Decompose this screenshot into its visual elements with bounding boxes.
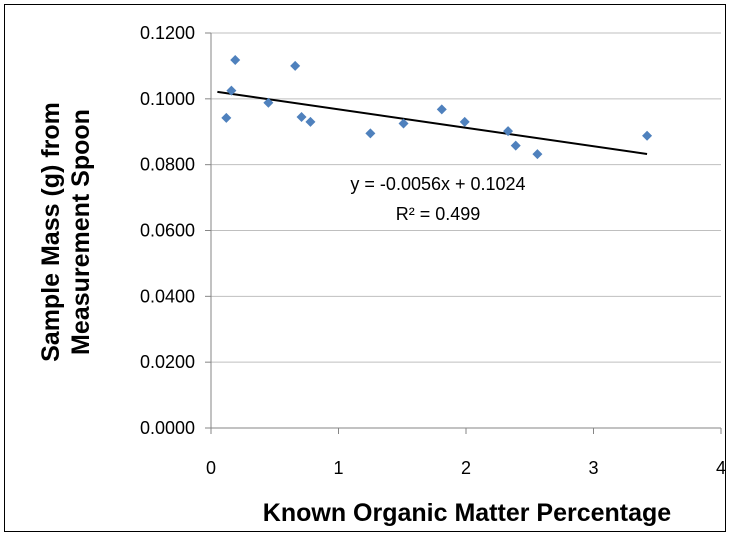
data-point (510, 140, 521, 151)
trendline-equation: y = -0.0056x + 0.1024 (350, 174, 525, 194)
y-tick-label: 0.1200 (140, 23, 195, 43)
y-tick-label: 0.0800 (140, 155, 195, 175)
y-axis-ticks: 0.0000 0.0200 0.0400 0.0600 0.0800 0.1000 0.12… (140, 23, 211, 438)
y-axis-title-line-1: Sample Mass (g) from (37, 102, 65, 362)
chart-frame: 0.0000 0.0200 0.0400 0.0600 0.0800 0.1000 0.12… (4, 4, 726, 532)
y-tick-label: 0.0200 (140, 352, 195, 372)
x-tick-label: 1 (333, 458, 343, 478)
x-axis-ticks: 0 1 2 3 4 (206, 428, 726, 478)
x-tick-label: 3 (588, 458, 598, 478)
scatter-chart: 0.0000 0.0200 0.0400 0.0600 0.0800 0.1000 0.12… (37, 23, 726, 527)
data-points (221, 54, 653, 160)
y-tick-label: 0.0400 (140, 286, 195, 306)
data-point (459, 116, 470, 127)
data-point (296, 111, 307, 122)
data-point (226, 85, 237, 96)
data-point (398, 118, 409, 129)
y-tick-label: 0.0000 (140, 418, 195, 438)
linear-trendline (217, 90, 648, 155)
data-point (532, 149, 543, 160)
data-point (365, 128, 376, 139)
data-point (221, 112, 232, 123)
data-point (642, 130, 653, 141)
data-point (290, 60, 301, 71)
data-point (436, 104, 447, 115)
grid-lines (210, 32, 721, 429)
data-point (230, 54, 241, 65)
x-tick-label: 4 (716, 458, 726, 478)
data-point (263, 97, 274, 108)
y-tick-label: 0.1000 (140, 89, 195, 109)
y-tick-label: 0.0600 (140, 221, 195, 241)
x-tick-label: 0 (206, 458, 216, 478)
x-axis-title: Known Organic Matter Percentage (263, 499, 672, 527)
r-squared-label: R² = 0.499 (396, 204, 481, 224)
y-axis-title-line-2: Measurement Spoon (67, 109, 95, 355)
data-point (305, 116, 316, 127)
x-tick-label: 2 (461, 458, 471, 478)
